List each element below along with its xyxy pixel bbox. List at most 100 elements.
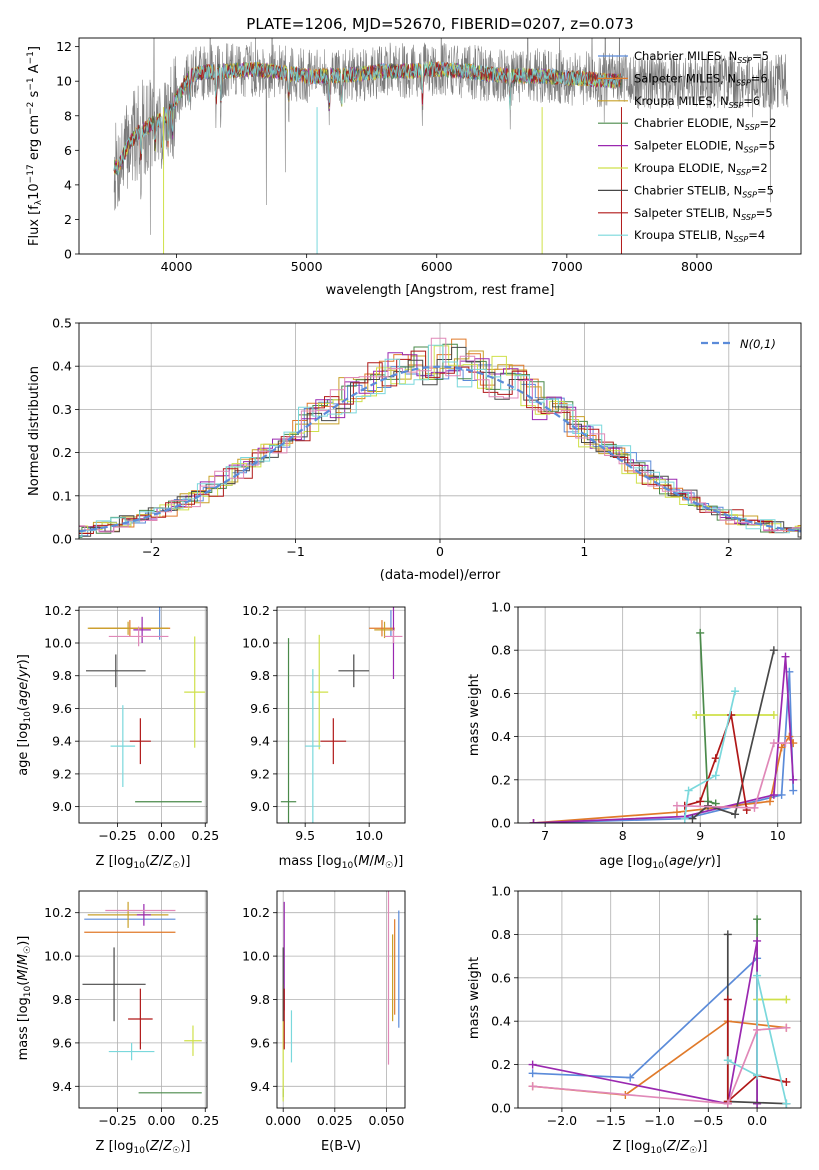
mass-weight-marker (696, 797, 705, 806)
axes-frame (276, 606, 406, 824)
x-tick-label: 7000 (551, 259, 583, 274)
y-tick-label: 9.6 (250, 701, 270, 716)
legend-label: Kroupa MILES, NSSP=6 (634, 94, 760, 110)
x-tick-label: 2 (725, 544, 733, 559)
y-tick-label: 8 (64, 108, 72, 123)
x-tick-label: 0.25 (191, 828, 219, 843)
mass-weight-marker (753, 971, 762, 980)
spectrum-title: PLATE=1206, MJD=52670, FIBERID=0207, z=0… (246, 15, 633, 33)
axes-frame (78, 606, 208, 824)
observed-spectrum-line (113, 38, 789, 235)
mass-weight-marker (723, 995, 732, 1004)
mass-weight-marker (528, 1082, 537, 1091)
mass-weight-marker (731, 810, 740, 819)
mass-weight-marker (781, 739, 790, 748)
mw-z-xlabel: Z [log10(Z/Z☉)] (613, 1139, 708, 1156)
y-tick-label: 0.6 (491, 686, 511, 701)
age-ylabel: age [log10(age/yr)] (16, 654, 33, 776)
y-tick-label: 9.4 (250, 1079, 270, 1094)
x-tick-label: 6000 (421, 259, 453, 274)
histogram-step-line (79, 350, 801, 536)
spectrum-ylabel: Flux [fλ10−17 erg cm−2 s−1 A−1] (26, 46, 44, 246)
x-tick-label: 8000 (681, 259, 713, 274)
mass-weight-marker (727, 711, 736, 719)
histogram-step-line (79, 346, 801, 538)
y-tick-label: 9.4 (52, 1079, 72, 1094)
mass-weight-marker (782, 1023, 791, 1032)
axes-frame (78, 322, 802, 540)
x-tick-label: 1 (580, 544, 588, 559)
mass-weight-marker (769, 739, 778, 748)
mass-weight-line (676, 742, 786, 809)
y-tick-label: 10.2 (44, 603, 72, 618)
mass-weight-marker (753, 936, 762, 945)
plot-content (280, 607, 403, 823)
mass-weight-marker (769, 646, 778, 655)
y-tick-label: 10.0 (44, 636, 72, 651)
ebv-xlabel: E(B-V) (321, 1139, 361, 1154)
model-spectrum-line (113, 61, 622, 176)
mass-weight-marker (528, 1069, 537, 1078)
legend-label: Salpeter ELODIE, NSSP=5 (634, 139, 775, 155)
y-tick-label: 10.0 (44, 949, 72, 964)
y-tick-label: 10.2 (242, 603, 270, 618)
mass-weight-vs-metallicity-panel: −2.0 −1.5 −1.0 −0.5 0.0 0.0 0.2 0.4 0.6 0.8 1.0 (491, 884, 802, 1128)
y-tick-label: 9.8 (52, 668, 72, 683)
mass-weight-marker (680, 814, 689, 823)
x-tick-label: 0.0 (747, 1113, 767, 1128)
mass-weight-marker (711, 754, 720, 763)
mass-weight-marker (711, 771, 720, 780)
x-tick-label: 0.050 (369, 1113, 405, 1128)
mass-weight-marker (777, 743, 786, 752)
histogram-panel: −2 −1 0 1 2 0.0 0.1 0.2 0.3 0.4 0.5 N(0,1) (52, 316, 802, 559)
plot-content (528, 915, 791, 1108)
plot-content (282, 891, 400, 1102)
y-tick-label: 0.5 (52, 316, 72, 331)
y-tick-label: 9.6 (250, 1035, 270, 1050)
x-tick-label: 10 (770, 828, 786, 843)
mass-weight-marker (753, 1071, 762, 1080)
mass-weight-marker (731, 687, 740, 696)
y-tick-label: 9.8 (250, 992, 270, 1007)
mass-weight-marker (765, 797, 774, 806)
histogram-step-line (79, 344, 801, 538)
x-tick-label: −1.5 (596, 1113, 626, 1128)
y-tick-label: 9.2 (52, 766, 72, 781)
legend-label: Salpeter MILES, NSSP=6 (634, 71, 768, 87)
x-tick-label: 5000 (291, 259, 323, 274)
x-tick-label: 10.0 (355, 828, 383, 843)
y-tick-label: 9.4 (52, 734, 72, 749)
mass-weight-marker (692, 711, 701, 719)
x-tick-label: −2.0 (547, 1113, 577, 1128)
y-tick-label: 1.0 (491, 884, 511, 899)
y-tick-label: 0.6 (491, 970, 511, 985)
y-tick-label: 2 (64, 212, 72, 227)
legend-label: Chabrier MILES, NSSP=5 (634, 49, 769, 65)
y-tick-label: 0.8 (491, 643, 511, 658)
mass-weight-line (691, 650, 775, 820)
histogram-ylabel: Normed distribution (27, 366, 42, 496)
mass-weight-line (683, 691, 736, 819)
y-tick-label: 0.2 (491, 1057, 511, 1072)
y-tick-label: 0.0 (52, 532, 72, 547)
age-z-xlabel: Z [log10(Z/Z☉)] (96, 854, 191, 871)
mass-weight-marker (789, 786, 798, 795)
age-vs-metallicity-panel: −0.25 0.00 0.25 9.0 9.2 9.4 9.6 9.8 10.0 10.2 (44, 603, 219, 843)
histogram-xlabel: (data-model)/error (380, 568, 501, 583)
axes-frame (517, 606, 802, 824)
legend-label: Kroupa STELIB, NSSP=4 (634, 228, 765, 244)
mass-weight-marker (688, 814, 697, 823)
mass-weight-marker (723, 1056, 732, 1065)
x-tick-label: −2 (142, 544, 160, 559)
mass-weight-marker (684, 786, 693, 795)
mass-weight-marker (782, 1099, 791, 1108)
mass-weight-marker (781, 652, 790, 661)
x-tick-label: 9.5 (295, 828, 315, 843)
y-tick-label: 0.4 (491, 729, 511, 744)
y-tick-label: 6 (64, 143, 72, 158)
y-tick-label: 0.1 (52, 488, 72, 503)
mass-weight-vs-age-panel: 7 8 9 10 0.0 0.2 0.4 0.6 0.8 1.0 (491, 600, 802, 843)
y-tick-label: 0.4 (491, 1014, 511, 1029)
plot-area (277, 607, 405, 823)
y-tick-label: 9.0 (52, 799, 72, 814)
